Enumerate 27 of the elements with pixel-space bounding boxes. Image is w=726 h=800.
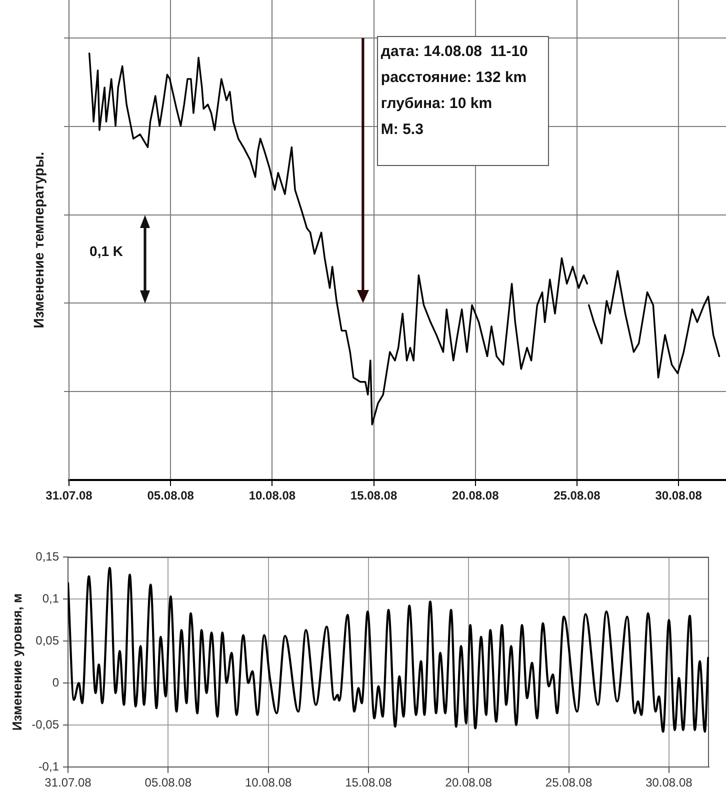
- x-tick-label: 25.08.08: [554, 488, 601, 503]
- x-tick-label: 15.08.08: [345, 776, 392, 790]
- y-tick-label: 0: [52, 675, 60, 690]
- x-tick-label: 05.08.08: [147, 488, 194, 503]
- y-tick-label: -0,1: [38, 759, 60, 774]
- y-tick-label: 0,1: [42, 591, 60, 606]
- x-tick-label: 10.08.08: [248, 488, 296, 503]
- annotation: дата: 14.08.08 11-10: [380, 42, 528, 62]
- y-axis-title: Изменение уровня, м: [9, 593, 24, 731]
- x-tick-label: 20.08.08: [452, 488, 500, 503]
- x-tick-label: 10.08.08: [244, 776, 292, 790]
- annotation: 0,1 K: [90, 243, 123, 259]
- y-axis-title: Изменение температуры.: [30, 152, 46, 328]
- x-tick-label: 15.08.08: [350, 488, 398, 503]
- x-tick-label: 30.08.08: [646, 776, 693, 790]
- annotation: M: 5.3: [380, 120, 424, 140]
- annotation: глубина: 10 km: [380, 94, 494, 114]
- x-tick-label: 30.08.08: [655, 488, 702, 503]
- y-tick-label: 0,15: [36, 549, 60, 564]
- x-tick-label: 25.08.08: [545, 776, 592, 790]
- y-tick-label: -0,05: [32, 717, 60, 732]
- x-tick-label: 20.08.08: [445, 776, 492, 790]
- x-tick-label: 05.08.08: [144, 776, 192, 790]
- x-tick-label: 31.07.08: [44, 776, 92, 790]
- annotation: расстояние: 132 km: [380, 68, 528, 88]
- x-tick-label: 31.07.08: [46, 488, 93, 503]
- y-tick-label: 0,05: [36, 633, 60, 648]
